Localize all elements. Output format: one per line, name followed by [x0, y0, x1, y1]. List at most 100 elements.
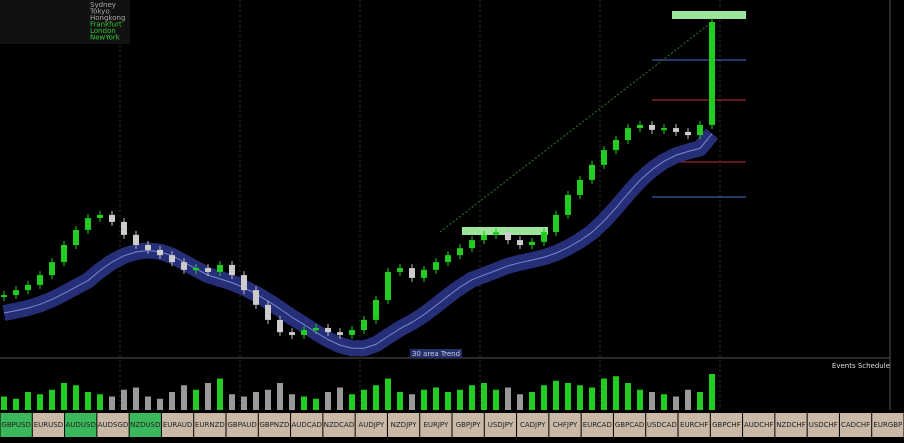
pair-tab-label[interactable]: USDCHF	[809, 421, 838, 429]
pair-tab-label[interactable]: CADJPY	[520, 421, 546, 429]
pair-tab-label[interactable]: GBPAUD	[227, 421, 256, 429]
pair-tab[interactable]	[549, 413, 581, 437]
pair-tab[interactable]	[387, 413, 420, 437]
pair-tab[interactable]	[484, 413, 517, 437]
pair-tab-label[interactable]: CADCHF	[841, 421, 870, 429]
session-name: NewYork	[90, 34, 121, 42]
volume-bar	[61, 383, 67, 410]
candle	[85, 218, 91, 230]
pair-tab-label[interactable]: AUDUSD	[66, 421, 96, 429]
pair-tab-label[interactable]: GBPUSD	[1, 421, 30, 429]
pair-tab-label[interactable]: GBPCHF	[712, 421, 741, 429]
candle	[217, 264, 223, 272]
pair-tab[interactable]	[678, 413, 710, 437]
candle	[109, 214, 115, 222]
pair-tab[interactable]	[517, 413, 549, 437]
pair-tab[interactable]	[65, 413, 97, 437]
candle	[145, 245, 151, 250]
pair-tab[interactable]	[646, 413, 678, 437]
pair-tab[interactable]	[420, 413, 452, 437]
volume-bar	[121, 389, 127, 410]
pair-tab-label[interactable]: AUDJPY	[358, 421, 384, 429]
session-name: Tokyo	[89, 8, 110, 16]
pair-tab-label[interactable]: EURNZD	[195, 421, 225, 429]
pair-tab[interactable]	[807, 413, 839, 437]
volume-bar	[481, 383, 487, 410]
ma-line	[3, 133, 713, 349]
volume-bar	[205, 383, 211, 410]
pair-tab[interactable]	[839, 413, 872, 437]
pair-tab[interactable]	[872, 413, 904, 437]
pair-tab-label[interactable]: EURUSD	[34, 421, 63, 429]
pair-tab[interactable]	[323, 413, 355, 437]
pair-tab-label[interactable]: GBPNZD	[259, 421, 289, 429]
pair-tab[interactable]	[710, 413, 743, 437]
volume-bar	[361, 389, 367, 410]
pair-tab-label[interactable]: EURAUD	[163, 421, 192, 429]
pair-tab-label[interactable]: EURCHF	[680, 421, 708, 429]
pair-tab-label[interactable]: AUDSGD	[98, 421, 129, 429]
pair-tab-label[interactable]: GBPJPY	[456, 421, 482, 429]
candle	[1, 295, 7, 298]
candle	[241, 275, 247, 291]
pair-tab-label[interactable]: EURJPY	[423, 421, 449, 429]
pair-tab[interactable]	[194, 413, 226, 437]
pair-tab-label[interactable]: EURGBP	[873, 421, 902, 429]
candle	[229, 264, 235, 276]
pair-tab-label[interactable]: USDCAD	[647, 421, 677, 429]
pair-tab-label[interactable]: GBPCAD	[615, 421, 645, 429]
pair-tab-label[interactable]: USDJPY	[488, 421, 514, 429]
volume-bar	[325, 392, 331, 410]
pair-tab[interactable]	[129, 413, 161, 437]
pair-tab[interactable]	[32, 413, 65, 437]
volume-bar	[241, 396, 247, 410]
pair-tab[interactable]	[355, 413, 387, 437]
events-title: Events Schedule	[832, 362, 890, 370]
pair-tab-label[interactable]: AUDCHF	[744, 421, 773, 429]
candle	[13, 290, 19, 296]
volume-bar	[49, 389, 55, 410]
pair-tab[interactable]	[743, 413, 775, 437]
price-tag	[462, 227, 548, 235]
candle	[685, 131, 691, 136]
pair-tab[interactable]	[226, 413, 258, 437]
volume-bar	[469, 385, 475, 410]
candle	[361, 319, 367, 331]
pair-tab-label[interactable]: AUDCAD	[292, 421, 322, 429]
pair-tab[interactable]	[0, 413, 32, 437]
candle	[445, 255, 451, 263]
pair-tab[interactable]	[581, 413, 613, 437]
volume-bar	[133, 387, 139, 410]
candle	[457, 248, 463, 256]
volume-bar	[313, 398, 319, 410]
candle	[385, 271, 391, 300]
pair-tab-label[interactable]: CHFJPY	[553, 421, 578, 429]
pair-tab[interactable]	[258, 413, 291, 437]
trend-box	[410, 349, 462, 358]
volume-bar	[217, 378, 223, 410]
candle	[265, 304, 271, 320]
candle	[493, 232, 499, 235]
volume-bar	[673, 396, 679, 410]
volume-bar	[373, 385, 379, 410]
volume-bar	[289, 394, 295, 410]
pair-tab[interactable]	[775, 413, 807, 437]
pair-tab-label[interactable]: NZDCHF	[776, 421, 806, 429]
pair-tab[interactable]	[452, 413, 484, 437]
pair-tab[interactable]	[161, 413, 194, 437]
candle	[37, 275, 43, 285]
candle	[565, 194, 571, 215]
pair-tab-label[interactable]: EURCAD	[583, 421, 612, 429]
candle	[325, 327, 331, 333]
pair-tab-label[interactable]: NZDJPY	[391, 421, 418, 429]
volume-bar	[193, 389, 199, 410]
pair-tab-label[interactable]: NZDUSD	[130, 421, 160, 429]
candle	[577, 179, 583, 195]
pair-tab-label[interactable]: NZDCAD	[324, 421, 355, 429]
pair-tab[interactable]	[613, 413, 646, 437]
candle	[541, 232, 547, 242]
pair-tab[interactable]	[97, 413, 129, 437]
candle	[61, 245, 67, 263]
pair-tab[interactable]	[291, 413, 323, 437]
candle	[469, 240, 475, 249]
